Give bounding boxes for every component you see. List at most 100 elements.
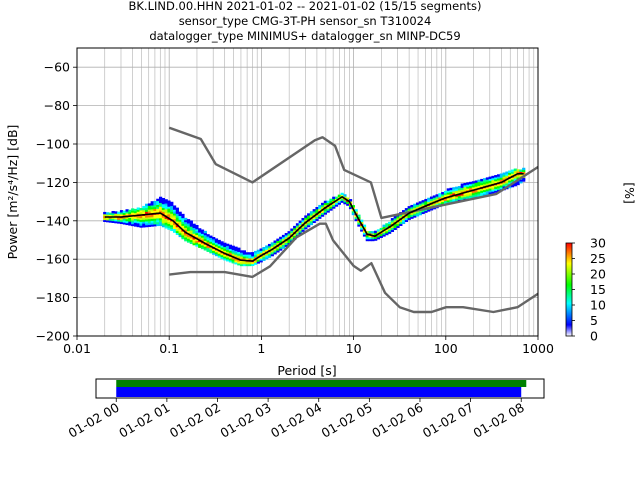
- density-cell: [318, 208, 322, 212]
- density-cell: [262, 248, 266, 252]
- density-cell: [519, 171, 523, 174]
- density-cell: [488, 180, 492, 183]
- density-cell: [360, 229, 364, 232]
- density-cell: [217, 247, 221, 250]
- density-cell: [170, 217, 174, 220]
- density-cell: [393, 219, 397, 223]
- density-cell: [265, 253, 269, 256]
- colorbar-gradient: [565, 242, 573, 337]
- density-cell: [209, 243, 213, 246]
- density-cell: [399, 221, 403, 225]
- density-cell: [226, 249, 230, 252]
- density-cell: [455, 196, 459, 199]
- density-cell: [228, 258, 233, 261]
- density-cell: [410, 206, 414, 210]
- density-cell: [256, 249, 260, 253]
- density-cell: [128, 223, 132, 226]
- density-cell: [513, 183, 517, 187]
- density-cell: [251, 254, 255, 257]
- density-cell: [413, 211, 417, 214]
- density-cell: [231, 247, 235, 250]
- density-cell: [145, 219, 149, 222]
- density-cell: [172, 215, 177, 218]
- density-cell: [312, 220, 316, 224]
- density-cell: [469, 181, 473, 185]
- density-cell: [186, 236, 191, 239]
- density-cell: [293, 235, 297, 238]
- density-cell: [276, 250, 280, 253]
- density-cell: [496, 189, 501, 193]
- title-line-2: sensor_type CMG-3T-PH sensor_sn T310024: [179, 14, 432, 28]
- density-cell: [281, 236, 286, 240]
- density-cell: [200, 246, 205, 250]
- density-cell: [161, 224, 166, 228]
- density-cell: [307, 220, 311, 224]
- density-cell: [480, 190, 484, 193]
- density-cell: [474, 193, 478, 197]
- density-cell: [418, 212, 422, 216]
- density-cell: [161, 209, 166, 212]
- density-cell: [209, 247, 213, 250]
- density-cell: [357, 216, 361, 219]
- density-cell: [170, 224, 174, 228]
- density-cell: [170, 213, 174, 216]
- density-cell: [189, 237, 193, 241]
- density-cell: [315, 210, 319, 214]
- density-cell: [153, 214, 157, 217]
- density-cell: [502, 182, 506, 185]
- density-cell: [483, 189, 487, 193]
- timeline-tick-label: 01-02 05: [319, 400, 375, 441]
- density-cell: [209, 237, 213, 240]
- density-cell: [108, 212, 112, 215]
- density-cell: [228, 256, 233, 259]
- density-cell: [432, 206, 436, 210]
- density-cell: [214, 242, 219, 245]
- density-cell: [485, 188, 490, 192]
- density-cell: [435, 198, 439, 201]
- density-cell: [307, 217, 311, 220]
- density-cell: [265, 249, 269, 252]
- density-cell: [304, 225, 308, 228]
- density-cell: [220, 248, 224, 252]
- density-cell: [175, 207, 179, 211]
- density-cell: [390, 218, 395, 221]
- density-cell: [505, 175, 509, 178]
- density-cell: [404, 219, 409, 223]
- density-cell: [376, 229, 381, 232]
- density-cell: [198, 230, 202, 233]
- density-cell: [390, 229, 395, 232]
- density-cell: [435, 196, 439, 199]
- density-cell: [253, 252, 258, 256]
- density-cell: [522, 167, 526, 171]
- density-cell: [178, 228, 182, 232]
- density-cell: [354, 211, 358, 214]
- density-cell: [337, 194, 341, 198]
- density-cell: [212, 252, 216, 255]
- density-cell: [279, 244, 283, 247]
- density-cell: [491, 187, 495, 190]
- density-cell: [181, 233, 185, 236]
- density-cell: [273, 248, 277, 251]
- density-cell: [360, 221, 364, 224]
- density-cell: [170, 226, 174, 230]
- x-tick-label: 100: [434, 341, 458, 356]
- density-cell: [122, 222, 126, 225]
- density-cell: [111, 216, 115, 220]
- density-cell: [340, 194, 344, 198]
- density-cell: [159, 196, 163, 200]
- density-cell: [348, 199, 353, 202]
- density-cell: [499, 179, 503, 182]
- series-mode: [104, 173, 524, 262]
- timeline-bar-psd-segments: [116, 387, 522, 397]
- density-cell: [226, 245, 230, 249]
- density-cell: [329, 204, 333, 207]
- density-cell: [460, 187, 464, 190]
- density-cell: [471, 186, 476, 190]
- density-cell: [516, 169, 520, 172]
- density-cell: [103, 217, 107, 221]
- density-cell: [379, 227, 383, 231]
- density-cell: [206, 241, 210, 245]
- density-cell: [214, 244, 219, 247]
- density-cell: [457, 191, 462, 195]
- density-cell: [203, 246, 207, 249]
